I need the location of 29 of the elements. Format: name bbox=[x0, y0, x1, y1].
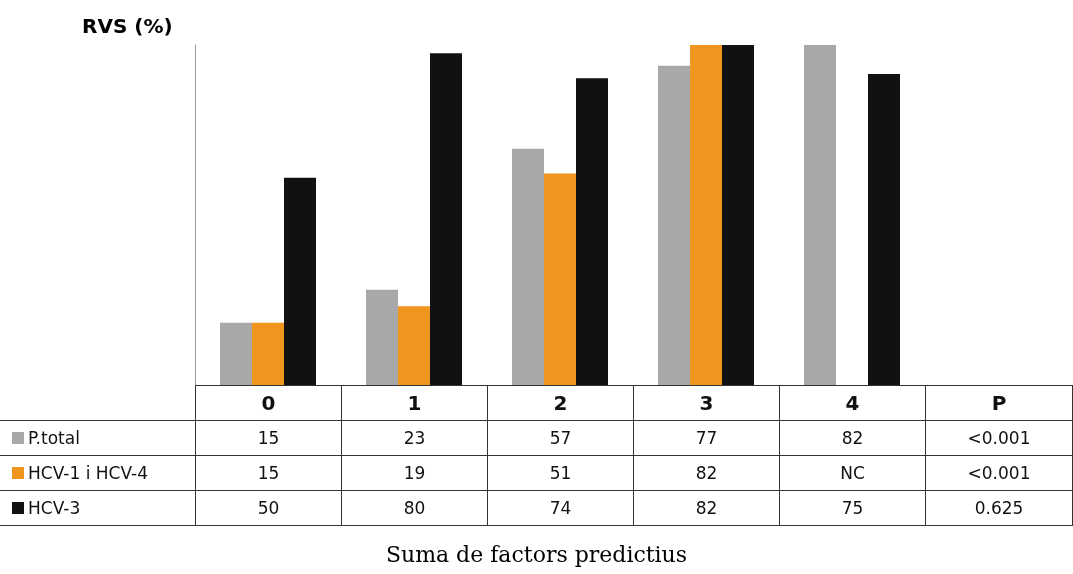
data-label: 82 bbox=[779, 420, 926, 456]
data-label: 74 bbox=[487, 490, 634, 526]
data-label: 80 bbox=[341, 490, 488, 526]
data-label: 15 bbox=[195, 420, 342, 456]
data-label: 15 bbox=[195, 455, 342, 491]
x-tick-label: 1 bbox=[341, 385, 488, 421]
text: <0.001 bbox=[925, 420, 1073, 456]
text: <0.001 bbox=[925, 455, 1073, 491]
text: NC bbox=[840, 463, 865, 483]
data-label: 77 bbox=[633, 420, 780, 456]
legend-label: P.total bbox=[28, 428, 80, 448]
text: 0.625 bbox=[925, 490, 1073, 526]
data-label: 51 bbox=[487, 455, 634, 491]
legend-label: HCV-3 bbox=[28, 498, 81, 518]
data-label: 82 bbox=[633, 455, 780, 491]
text: Suma de factors predictius bbox=[384, 542, 689, 567]
y-axis-title: RVS (%) bbox=[82, 14, 173, 38]
x-tick-label: 0 bbox=[195, 385, 342, 421]
x-tick-label: 4 bbox=[779, 385, 926, 421]
data-label: 57 bbox=[487, 420, 634, 456]
text: P bbox=[925, 385, 1073, 421]
x-tick-label: 3 bbox=[633, 385, 780, 421]
data-label: 75 bbox=[779, 490, 926, 526]
data-label: 50 bbox=[195, 490, 342, 526]
data-label: 19 bbox=[341, 455, 488, 491]
data-label: 82 bbox=[633, 490, 780, 526]
x-tick-label: 2 bbox=[487, 385, 634, 421]
data-label: 23 bbox=[341, 420, 488, 456]
legend-label: HCV-1 i HCV-4 bbox=[28, 463, 149, 483]
